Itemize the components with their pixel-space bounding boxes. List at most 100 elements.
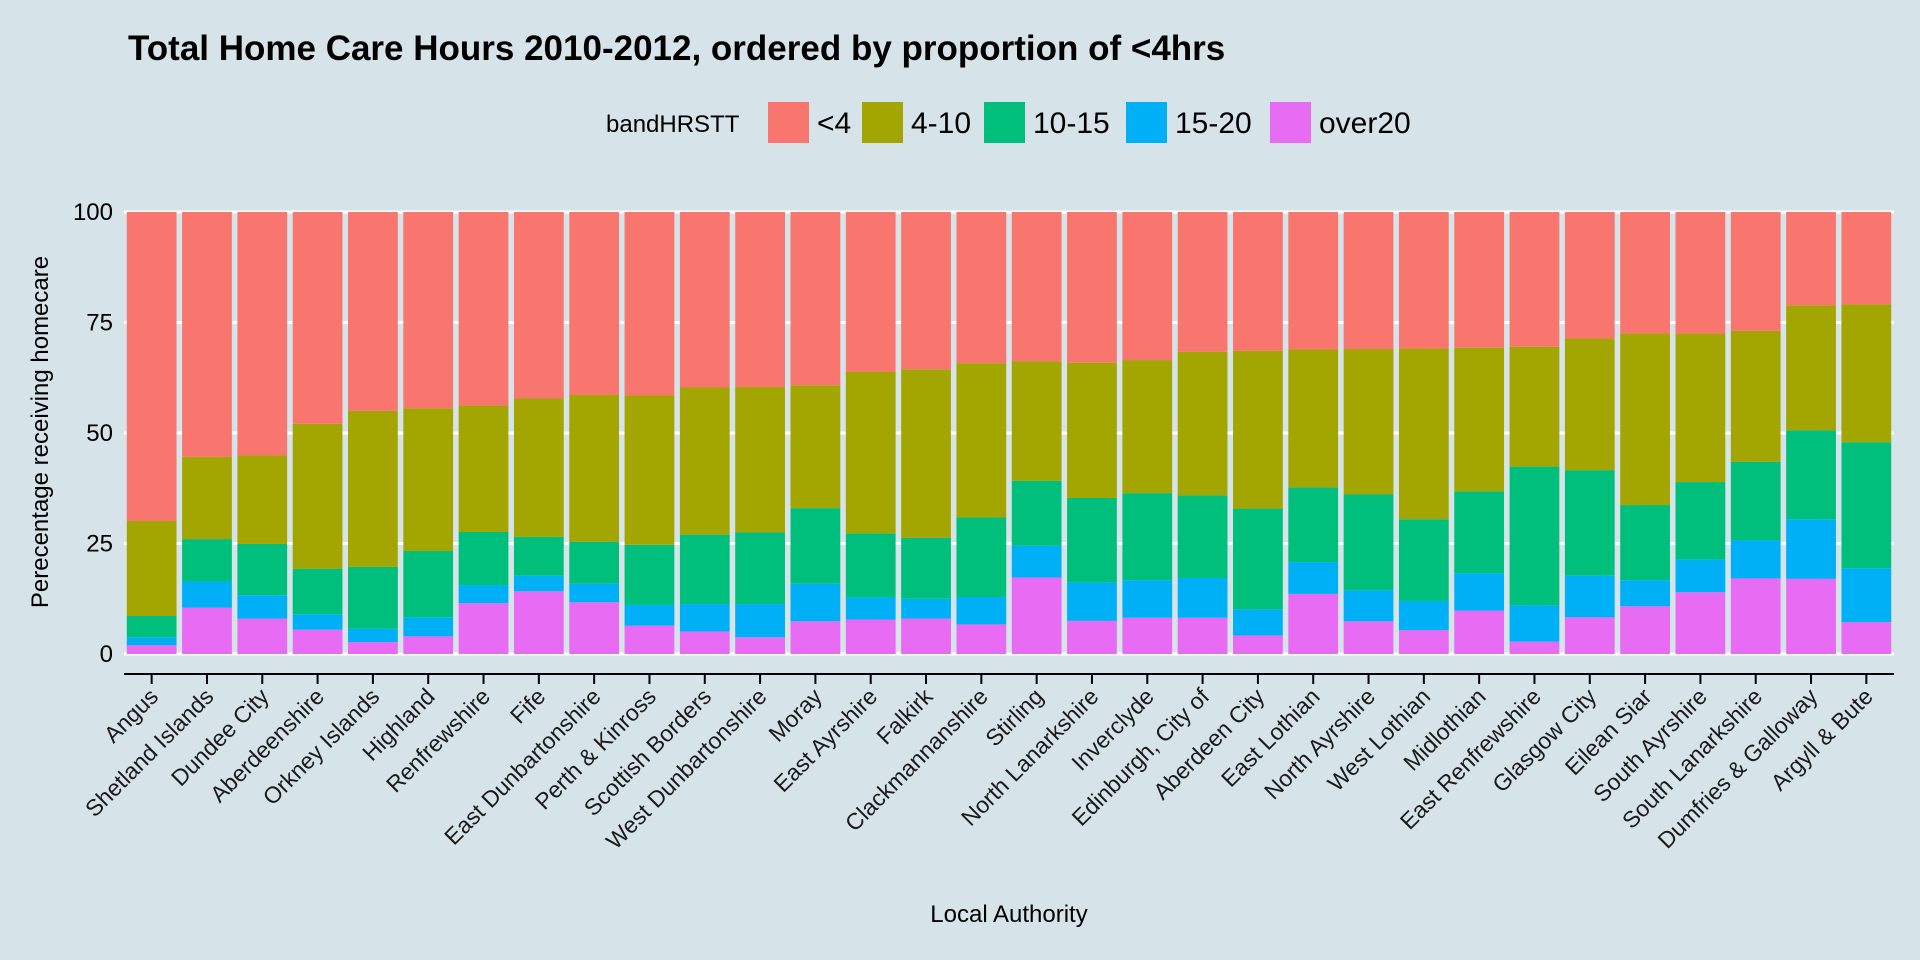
bar-stack	[458, 212, 509, 654]
bar-segment	[569, 602, 620, 654]
bar-segment	[1786, 212, 1836, 306]
bar-stack	[1620, 212, 1670, 654]
legend-swatch	[1270, 102, 1311, 143]
bar-segment	[1343, 212, 1394, 350]
bar-segment	[292, 614, 343, 630]
bar-segment	[1564, 338, 1615, 471]
bar-segment	[679, 387, 730, 535]
bar-segment	[956, 363, 1007, 518]
bar-stack	[569, 212, 620, 654]
bar-stack	[403, 212, 454, 654]
bar-segment	[292, 423, 343, 569]
bar-segment	[126, 212, 177, 521]
bar-segment	[513, 536, 564, 576]
legend-swatch	[1126, 102, 1167, 143]
bar-segment	[1398, 212, 1449, 349]
bar-segment	[1509, 641, 1560, 654]
legend-label: over20	[1319, 107, 1411, 140]
bar-segment	[1841, 568, 1892, 623]
bar-stack	[1675, 212, 1726, 654]
bar-segment	[126, 645, 177, 654]
bar-segment	[1122, 617, 1173, 654]
bar-stack	[348, 212, 398, 654]
bar-segment	[956, 212, 1007, 364]
bar-segment	[956, 517, 1007, 597]
bar-segment	[348, 212, 398, 411]
legend-label: 15-20	[1175, 107, 1252, 140]
bar-stack	[1786, 212, 1836, 654]
bar-segment	[513, 591, 564, 654]
bar-stack	[1730, 212, 1781, 654]
bar-segment	[679, 631, 730, 654]
bar-segment	[292, 212, 343, 424]
bar-segment	[237, 595, 288, 619]
bar-segment	[292, 568, 343, 615]
bar-segment	[1454, 573, 1505, 611]
bar-segment	[1398, 600, 1449, 631]
bar-segment	[1675, 559, 1726, 593]
bar-segment	[1122, 493, 1173, 581]
bar-segment	[679, 534, 730, 605]
bar-segment	[624, 544, 675, 605]
bar-segment	[1343, 590, 1394, 622]
bar-segment	[624, 604, 675, 626]
bar-segment	[458, 532, 509, 586]
bar-stack	[735, 212, 785, 654]
bar-stack	[1454, 212, 1505, 654]
bar-segment	[1343, 349, 1394, 495]
bar-segment	[126, 615, 177, 638]
bar-stack	[1233, 212, 1283, 654]
bar-segment	[1233, 350, 1283, 509]
bar-segment	[182, 581, 232, 608]
bar-segment	[403, 617, 454, 637]
bar-segment	[182, 456, 232, 540]
bar-segment	[790, 385, 841, 509]
bar-segment	[1620, 505, 1670, 581]
bar-segment	[1730, 461, 1781, 541]
bar-segment	[1564, 575, 1615, 618]
bar-segment	[735, 212, 785, 388]
legend-swatch	[984, 102, 1025, 143]
bar-segment	[1786, 430, 1836, 520]
bar-segment	[1067, 212, 1117, 363]
bar-stack	[1564, 212, 1615, 654]
legend-label: <4	[817, 107, 851, 140]
bar-segment	[845, 619, 896, 654]
legend: bandHRSTT <4 4-10 10-15 15-20 over20	[606, 102, 1411, 143]
legend-swatch	[862, 102, 903, 143]
bar-segment	[845, 533, 896, 598]
y-tick-label: 75	[86, 310, 113, 337]
bar-segment	[1067, 497, 1117, 583]
bar-stack	[1288, 212, 1339, 654]
bar-segment	[679, 212, 730, 388]
bar-stack	[901, 212, 951, 654]
bar-segment	[1564, 470, 1615, 576]
bar-segment	[348, 410, 398, 567]
bar-segment	[403, 212, 454, 409]
bar-segment	[1288, 487, 1339, 563]
bar-segment	[458, 405, 509, 533]
bar-segment	[901, 618, 951, 654]
bar-segment	[1564, 212, 1615, 339]
bar-segment	[237, 618, 288, 654]
legend-title: bandHRSTT	[606, 111, 740, 138]
bar-stack	[182, 212, 232, 654]
bar-segment	[292, 629, 343, 654]
bar-segment	[1675, 592, 1726, 654]
bar-stack	[956, 212, 1007, 654]
legend-swatch	[768, 102, 809, 143]
bar-segment	[1122, 580, 1173, 618]
bar-segment	[1011, 480, 1062, 546]
bar-segment	[624, 625, 675, 654]
bar-segment	[790, 621, 841, 654]
bar-segment	[1233, 508, 1283, 610]
bar-stack	[513, 212, 564, 654]
bar-segment	[624, 395, 675, 545]
bar-segment	[403, 408, 454, 552]
bar-segment	[1454, 212, 1505, 348]
bar-stack	[845, 212, 896, 654]
bar-segment	[569, 212, 620, 395]
bar-segment	[403, 636, 454, 654]
bar-segment	[1288, 212, 1339, 350]
